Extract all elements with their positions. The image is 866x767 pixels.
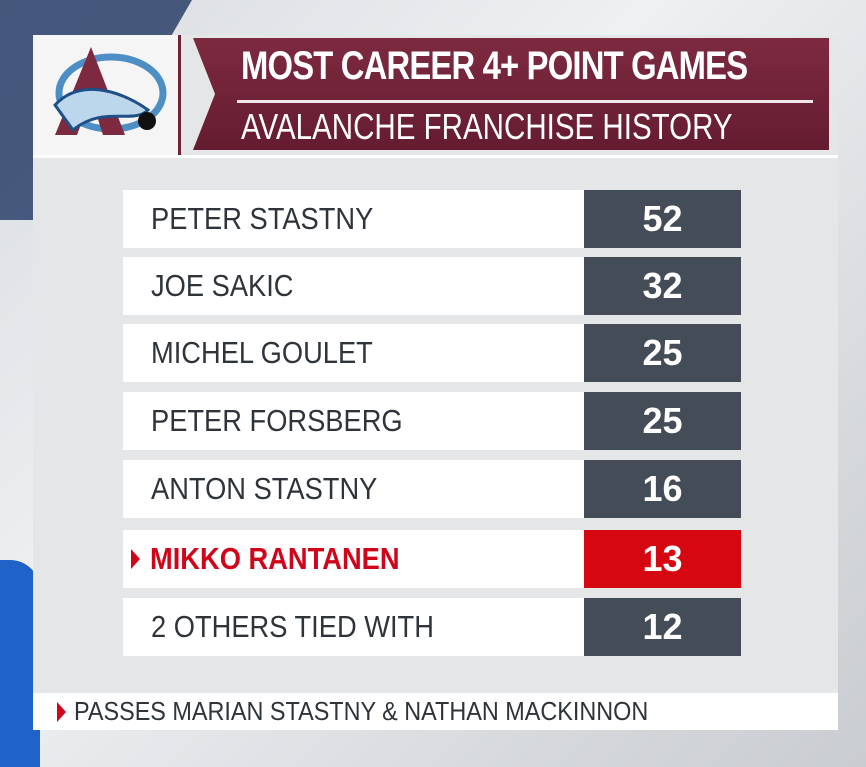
graphic-title: MOST CAREER 4+ POINT GAMES <box>241 44 748 88</box>
player-name: MICHEL GOULET <box>151 335 373 370</box>
table-row-highlighted: MIKKO RANTANEN 13 <box>123 530 741 588</box>
footer-text: PASSES MARIAN STASTNY & NATHAN MACKINNON <box>74 696 649 726</box>
title-divider <box>237 100 813 103</box>
graphic-subtitle: AVALANCHE FRANCHISE HISTORY <box>241 106 733 147</box>
avalanche-logo-icon <box>53 47 167 135</box>
table-row: PETER STASTNY 52 <box>123 190 741 248</box>
player-name: 2 OTHERS TIED WITH <box>151 609 434 644</box>
player-value: 25 <box>584 392 741 450</box>
table-row: JOE SAKIC 32 <box>123 257 741 315</box>
player-name: ANTON STASTNY <box>151 471 378 506</box>
player-value: 16 <box>584 460 741 518</box>
player-value: 13 <box>584 530 741 588</box>
player-name: PETER FORSBERG <box>151 403 403 438</box>
table-row: PETER FORSBERG 25 <box>123 392 741 450</box>
player-value: 52 <box>584 190 741 248</box>
table-row: ANTON STASTNY 16 <box>123 460 741 518</box>
graphic-panel: MOST CAREER 4+ POINT GAMES AVALANCHE FRA… <box>33 35 838 730</box>
title-banner: MOST CAREER 4+ POINT GAMES AVALANCHE FRA… <box>193 38 829 150</box>
triangle-right-icon <box>57 701 66 722</box>
table-row: 2 OTHERS TIED WITH 12 <box>123 598 741 656</box>
player-name: JOE SAKIC <box>151 268 294 303</box>
team-logo <box>33 35 181 155</box>
footer-note: PASSES MARIAN STASTNY & NATHAN MACKINNON <box>33 693 838 730</box>
player-value: 25 <box>584 324 741 382</box>
player-value: 12 <box>584 598 741 656</box>
player-name: MIKKO RANTANEN <box>150 541 400 576</box>
player-name: PETER STASTNY <box>151 201 374 236</box>
header-divider <box>33 155 838 158</box>
table-row: MICHEL GOULET 25 <box>123 324 741 382</box>
player-value: 32 <box>584 257 741 315</box>
triangle-right-icon <box>131 549 140 569</box>
